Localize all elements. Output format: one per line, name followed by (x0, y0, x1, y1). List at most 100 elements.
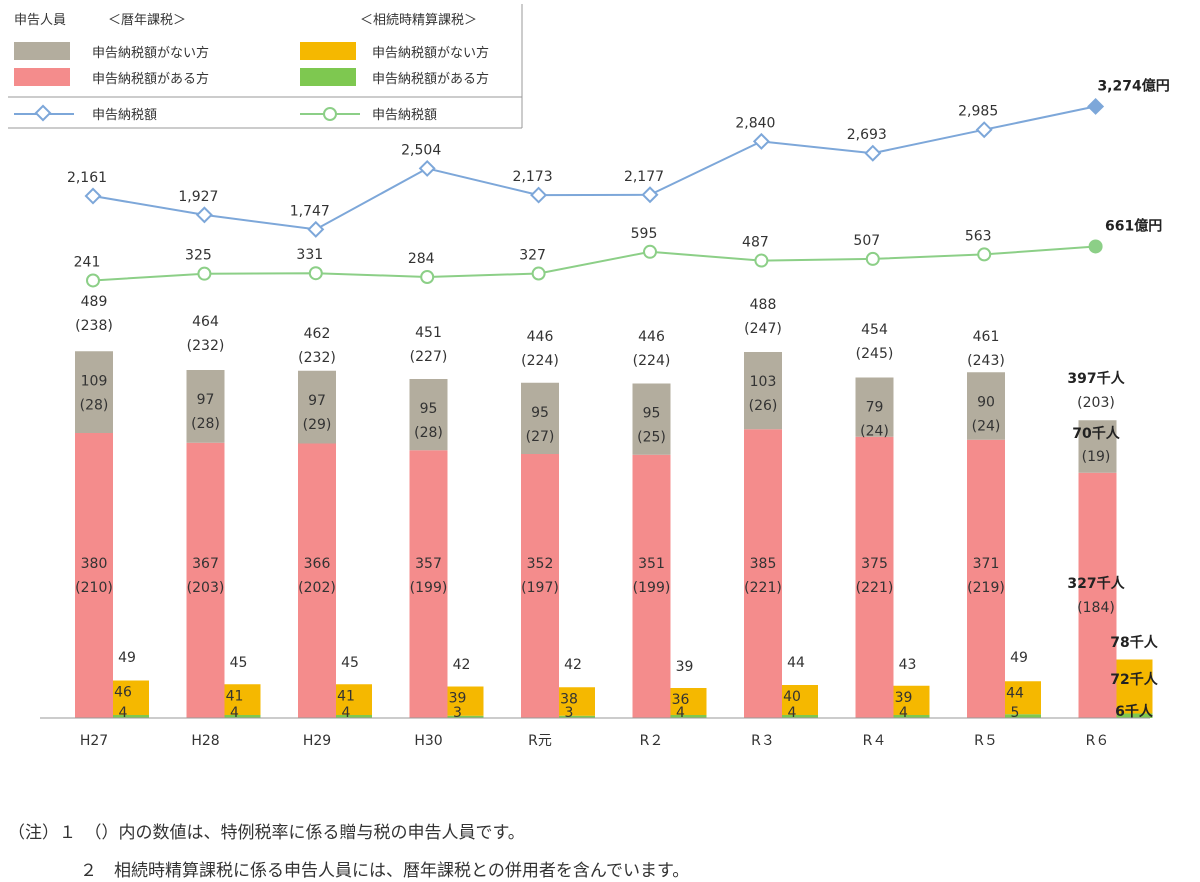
bar-calendar-with-tax (75, 433, 113, 718)
label-calendar-with-tax-special: (199) (633, 580, 671, 596)
bar-settlement-with-tax (670, 715, 707, 718)
legend-label-calendar-no-tax: 申告納税額がない方 (92, 45, 209, 61)
x-tick-label: H27 (80, 733, 108, 749)
calendar-tax-point (752, 132, 770, 150)
calendar-tax-label: 2,985 (958, 104, 998, 120)
label-calendar-with-tax: 366 (304, 556, 331, 572)
settlement-tax-label: 507 (853, 233, 880, 249)
bar-settlement-no-tax (1005, 681, 1041, 715)
label-calendar-no-tax: 95 (643, 406, 661, 422)
calendar-tax-point (307, 220, 325, 238)
bar-settlement-no-tax (336, 684, 372, 715)
legend-settlement-group: ＜相続時精算課税＞ (360, 12, 477, 28)
x-tick-label: H28 (191, 733, 219, 749)
bar-settlement-no-tax (893, 685, 930, 715)
label-settlement-with-tax: 4 (899, 705, 908, 721)
label-settlement-no-tax: 44 (1006, 685, 1024, 701)
label-calendar-total: 461 (973, 329, 1000, 345)
label-calendar-total-special: (238) (75, 318, 113, 334)
label-calendar-with-tax-special: (210) (75, 580, 113, 596)
label-calendar-no-tax-special: (26) (749, 398, 778, 414)
label-calendar-with-tax-special: (202) (298, 580, 336, 596)
legend-marker-settlement-tax (323, 107, 337, 121)
label-settlement-total: 44 (787, 655, 805, 671)
settlement-tax-point (86, 273, 100, 288)
legend-applicants-title: 申告人員 (14, 13, 66, 28)
label-settlement-no-tax: 39 (895, 690, 913, 706)
label-calendar-with-tax: 327千人 (1067, 575, 1125, 592)
label-calendar-with-tax-special: (219) (967, 580, 1005, 596)
label-calendar-no-tax-special: (25) (637, 430, 666, 446)
bar-calendar-no-tax (1078, 420, 1117, 473)
label-calendar-total-special: (232) (187, 338, 225, 354)
label-settlement-total: 45 (230, 655, 248, 671)
label-settlement-no-tax: 72千人 (1110, 671, 1158, 688)
label-settlement-with-tax: 4 (119, 705, 128, 721)
settlement-tax-point (197, 266, 212, 281)
label-calendar-no-tax-special: (28) (414, 425, 443, 441)
calendar-tax-point (84, 187, 102, 205)
label-calendar-total: 488 (750, 297, 777, 313)
bar-calendar-with-tax (186, 442, 225, 718)
x-tick-label: R元 (528, 733, 552, 749)
bar-settlement-no-tax (782, 685, 818, 715)
label-calendar-with-tax: 371 (973, 556, 1000, 572)
calendar-tax-point (864, 144, 882, 162)
x-tick-label: R４ (863, 733, 887, 749)
settlement-tax-label: 487 (742, 235, 769, 251)
x-tick-label: H29 (303, 733, 331, 749)
settlement-tax-label: 325 (185, 248, 212, 264)
bar-settlement-with-tax (336, 715, 372, 718)
calendar-tax-line (92, 105, 1096, 231)
settlement-tax-point (531, 266, 546, 281)
calendar-tax-point (195, 206, 213, 224)
label-calendar-total-special: (224) (521, 353, 559, 369)
calendar-tax-label: 2,177 (624, 169, 664, 185)
calendar-tax-label: 2,161 (67, 170, 107, 186)
label-calendar-with-tax-special: (199) (410, 580, 448, 596)
label-settlement-no-tax: 36 (672, 692, 690, 708)
settlement-tax-label: 563 (965, 228, 992, 244)
bar-calendar-with-tax (744, 429, 782, 718)
label-settlement-no-tax: 40 (783, 689, 801, 705)
label-calendar-no-tax-special: (28) (191, 416, 220, 432)
label-calendar-no-tax: 70千人 (1072, 425, 1120, 442)
x-tick-label: R５ (974, 733, 998, 749)
bar-settlement-with-tax (113, 715, 149, 718)
label-settlement-with-tax: 5 (1011, 705, 1020, 721)
label-calendar-no-tax-special: (24) (860, 424, 889, 440)
label-calendar-with-tax-special: (203) (187, 580, 225, 596)
note-2: ２ 相続時精算課税に係る申告人員には、暦年課税との併用者を含んでいます。 (80, 861, 690, 881)
legend-label-calendar-with-tax: 申告納税額がある方 (92, 71, 209, 87)
label-calendar-no-tax: 95 (531, 405, 549, 421)
label-settlement-with-tax: 4 (676, 705, 685, 721)
label-calendar-with-tax-special: (221) (744, 580, 782, 596)
bar-settlement-with-tax (782, 715, 818, 718)
settlement-tax-label: 284 (408, 251, 435, 267)
legend-swatch-calendar-with-tax (14, 68, 70, 86)
label-calendar-total: 446 (638, 329, 665, 345)
label-settlement-total: 49 (118, 650, 136, 666)
label-calendar-with-tax-special: (184) (1077, 600, 1115, 616)
label-settlement-no-tax: 46 (114, 685, 132, 701)
calendar-tax-point (641, 186, 659, 204)
label-calendar-total: 464 (192, 314, 219, 330)
label-settlement-with-tax: 4 (788, 705, 797, 721)
legend-label-calendar-tax-line: 申告納税額 (92, 108, 157, 123)
bar-settlement-with-tax (447, 715, 484, 718)
settlement-tax-point (977, 247, 992, 262)
bar-settlement-with-tax (1005, 714, 1041, 718)
gift-tax-chart: 申告人員 ＜暦年課税＞ ＜相続時精算課税＞ 申告納税額がない方 申告納税額がある… (8, 4, 1170, 749)
label-calendar-with-tax-special: (197) (521, 580, 559, 596)
label-calendar-with-tax-special: (221) (856, 580, 894, 596)
label-settlement-no-tax: 41 (337, 688, 355, 704)
bar-calendar-no-tax (186, 370, 225, 443)
bar-settlement-with-tax (893, 715, 930, 718)
label-calendar-total-special: (203) (1077, 395, 1115, 411)
label-calendar-total-special: (247) (744, 321, 782, 337)
settlement-tax-label: 595 (631, 226, 658, 242)
bar-settlement-with-tax (559, 715, 595, 718)
label-calendar-no-tax: 95 (420, 401, 438, 417)
bar-calendar-no-tax (521, 382, 559, 454)
label-calendar-total-special: (243) (967, 353, 1005, 369)
